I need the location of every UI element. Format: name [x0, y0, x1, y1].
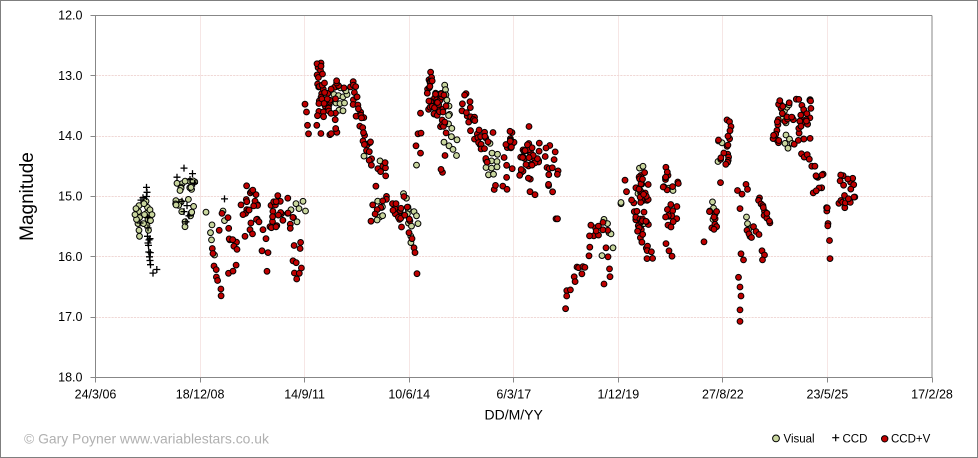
svg-text:CCD+V: CCD+V: [891, 434, 931, 446]
svg-text:17.0: 17.0: [58, 310, 82, 324]
svg-text:DD/M/YY: DD/M/YY: [485, 407, 544, 423]
svg-text:Visual: Visual: [784, 434, 815, 446]
svg-text:15.0: 15.0: [58, 190, 82, 204]
svg-text:10/6/14: 10/6/14: [388, 388, 430, 402]
svg-text:18.0: 18.0: [58, 371, 82, 385]
svg-text:CCD: CCD: [843, 434, 868, 446]
svg-text:14.0: 14.0: [58, 129, 82, 143]
svg-text:1/12/19: 1/12/19: [597, 388, 639, 402]
svg-text:6/3/17: 6/3/17: [496, 388, 531, 402]
svg-text:13.0: 13.0: [58, 69, 82, 83]
svg-text:Magnitude: Magnitude: [17, 152, 38, 241]
svg-text:14/9/11: 14/9/11: [284, 388, 325, 402]
svg-text:16.0: 16.0: [58, 250, 82, 264]
svg-text:© Gary Poyner www.variablestar: © Gary Poyner www.variablestars.co.uk: [24, 431, 269, 447]
svg-text:18/12/08: 18/12/08: [176, 388, 225, 402]
svg-text:27/8/22: 27/8/22: [702, 388, 744, 402]
svg-text:23/5/25: 23/5/25: [807, 388, 849, 402]
svg-text:17/2/28: 17/2/28: [911, 388, 953, 402]
svg-text:12.0: 12.0: [58, 9, 82, 23]
svg-text:24/3/06: 24/3/06: [75, 388, 117, 402]
